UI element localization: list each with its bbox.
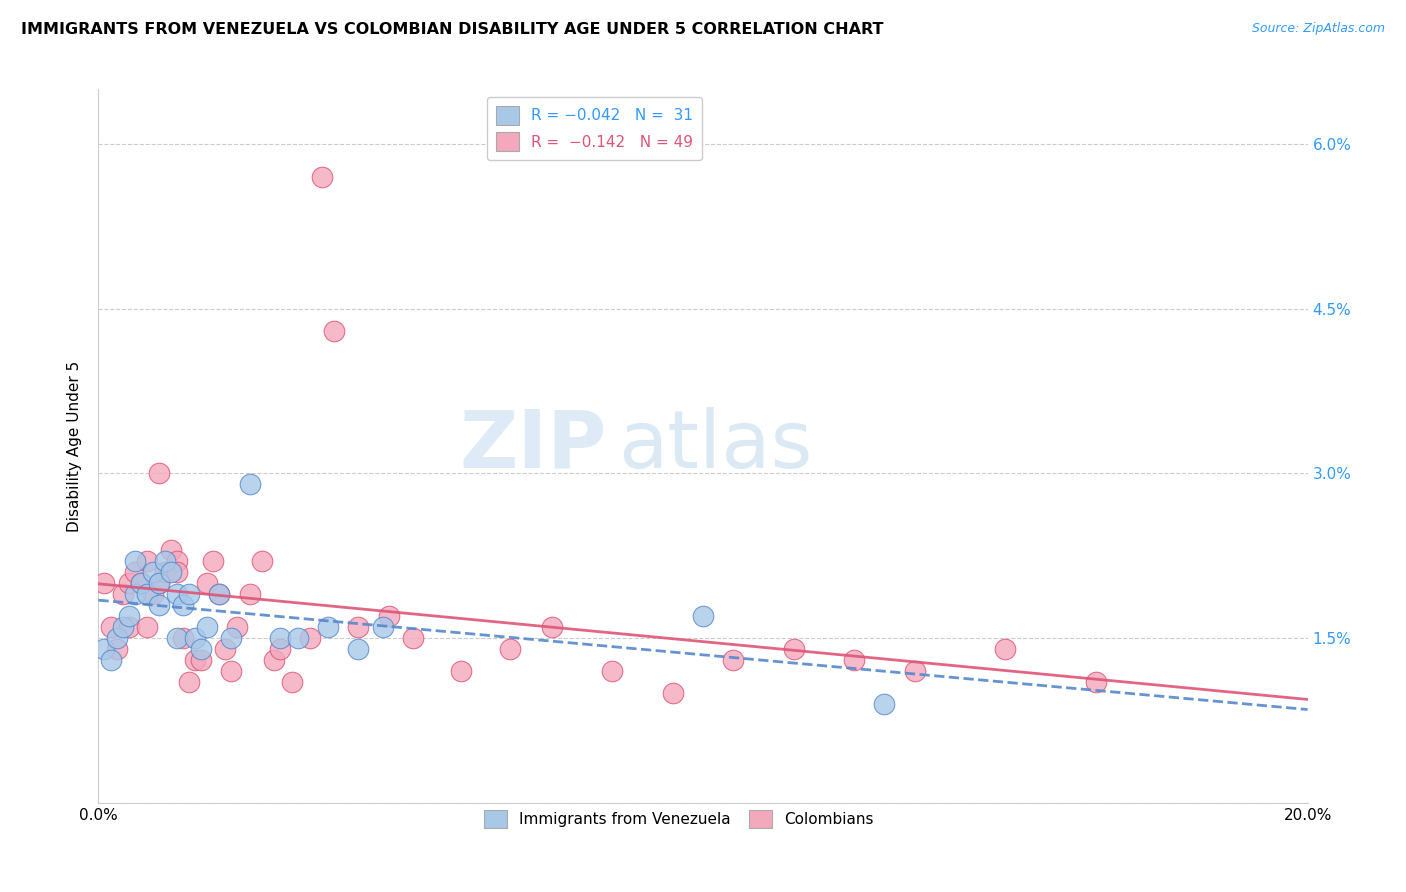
Point [540,620,562,634]
Text: atlas: atlas [619,407,813,485]
Point [994,642,1017,657]
Point [105,631,128,645]
Point [239,587,262,601]
Point [347,642,370,657]
Point [166,587,188,601]
Point [221,631,243,645]
Point [844,653,866,667]
Point [184,653,207,667]
Point [347,620,370,634]
Point [602,664,624,678]
Point [450,664,472,678]
Point [371,620,394,634]
Point [498,642,520,657]
Point [239,477,262,491]
Point [142,587,165,601]
Point [148,467,170,481]
Point [214,642,236,657]
Point [299,631,322,645]
Point [269,631,291,645]
Point [1085,675,1108,690]
Point [723,653,745,667]
Point [692,609,714,624]
Point [281,675,304,690]
Point [783,642,806,657]
Point [129,576,152,591]
Point [402,631,425,645]
Point [323,324,346,338]
Point [160,543,183,558]
Point [208,587,231,601]
Point [190,642,212,657]
Point [166,631,188,645]
Point [148,576,170,591]
Y-axis label: Disability Age Under 5: Disability Age Under 5 [67,360,83,532]
Point [118,620,141,634]
Point [250,554,273,568]
Point [129,576,152,591]
Text: Source: ZipAtlas.com: Source: ZipAtlas.com [1251,22,1385,36]
Point [153,554,176,568]
Point [153,566,176,580]
Point [148,598,170,612]
Point [179,675,201,690]
Point [661,686,683,700]
Point [148,576,170,591]
Point [124,554,146,568]
Point [287,631,309,645]
Point [105,642,128,657]
Point [221,664,243,678]
Point [135,554,157,568]
Point [226,620,249,634]
Point [93,576,115,591]
Point [124,587,146,601]
Point [311,169,333,184]
Point [166,554,188,568]
Point [124,566,146,580]
Point [195,576,218,591]
Point [93,642,115,657]
Point [100,653,122,667]
Point [135,587,157,601]
Point [160,566,183,580]
Point [316,620,339,634]
Point [172,631,194,645]
Text: ZIP: ZIP [458,407,606,485]
Point [135,620,157,634]
Point [111,620,134,634]
Point [184,631,207,645]
Point [208,587,231,601]
Point [269,642,291,657]
Point [873,697,896,711]
Legend: Immigrants from Venezuela, Colombians: Immigrants from Venezuela, Colombians [478,804,880,834]
Point [111,587,134,601]
Point [166,566,188,580]
Point [263,653,285,667]
Point [118,609,141,624]
Point [195,620,218,634]
Point [118,576,141,591]
Point [190,653,212,667]
Point [904,664,927,678]
Point [202,554,225,568]
Point [100,620,122,634]
Point [377,609,399,624]
Point [179,587,201,601]
Text: IMMIGRANTS FROM VENEZUELA VS COLOMBIAN DISABILITY AGE UNDER 5 CORRELATION CHART: IMMIGRANTS FROM VENEZUELA VS COLOMBIAN D… [21,22,883,37]
Point [172,598,194,612]
Point [142,566,165,580]
